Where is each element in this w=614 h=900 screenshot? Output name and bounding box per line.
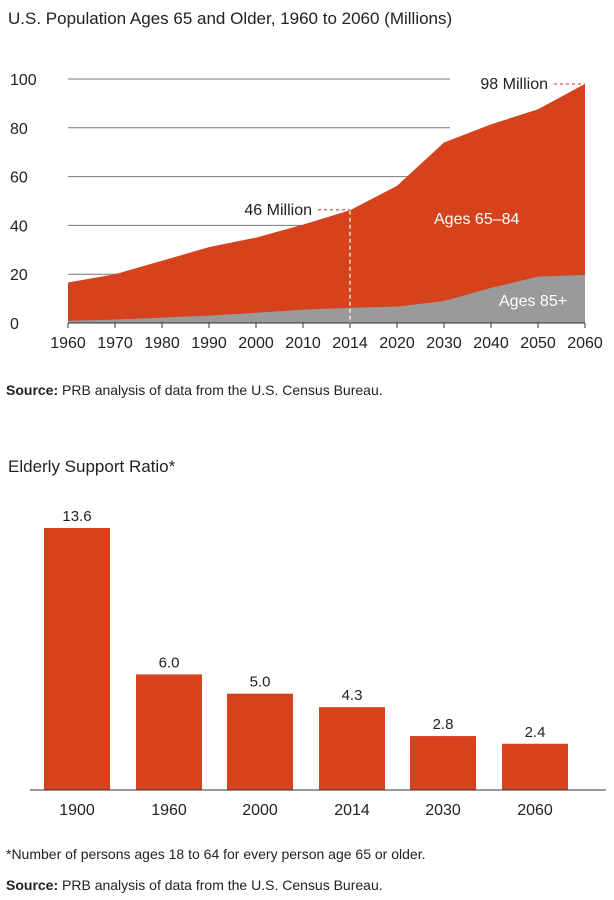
bar-value-label: 6.0 — [159, 654, 180, 671]
x-tick-label: 2040 — [473, 335, 509, 352]
x-tick-label: 1970 — [97, 335, 133, 352]
bar-1960 — [136, 674, 202, 790]
chart1-source: Source: PRB analysis of data from the U.… — [6, 382, 383, 398]
bar-1900 — [44, 528, 110, 790]
bar-value-label: 13.6 — [62, 508, 91, 525]
x-tick-label: 1980 — [144, 335, 180, 352]
chart1-title: U.S. Population Ages 65 and Older, 1960 … — [8, 9, 453, 28]
y-tick-label: 100 — [10, 72, 37, 89]
source-text: PRB analysis of data from the U.S. Censu… — [58, 382, 383, 398]
x-tick-label: 2060 — [517, 802, 553, 819]
y-tick-label: 60 — [10, 170, 28, 187]
source-prefix: Source: — [6, 877, 59, 893]
x-tick-label: 2000 — [238, 335, 274, 352]
bar-2060 — [502, 743, 568, 790]
series-label-ages-85-plus: Ages 85+ — [499, 293, 567, 310]
x-tick-label: 2014 — [332, 335, 368, 352]
x-tick-label: 2030 — [425, 802, 461, 819]
annotation-98-million: 98 Million — [480, 76, 548, 93]
y-tick-label: 40 — [10, 218, 28, 235]
x-tick-label: 2030 — [426, 335, 462, 352]
x-tick-label: 1990 — [191, 335, 227, 352]
bar-2014 — [319, 707, 385, 790]
x-tick-label: 1960 — [50, 335, 86, 352]
bar-2000 — [227, 693, 293, 790]
x-tick-label: 2010 — [285, 335, 321, 352]
bar-value-label: 4.3 — [342, 687, 363, 704]
y-tick-label: 0 — [10, 316, 19, 333]
annotation-46-million: 46 Million — [244, 202, 312, 219]
bar-value-label: 5.0 — [250, 674, 271, 691]
x-tick-label: 1960 — [151, 802, 187, 819]
y-tick-label: 80 — [10, 121, 28, 138]
x-tick-label: 2050 — [520, 335, 556, 352]
source-text: PRB analysis of data from the U.S. Censu… — [58, 877, 383, 893]
support-ratio-bar-chart: 13.6 6.0 5.0 4.3 2.8 2.4 1900 1960 2000 2014 2030… — [30, 508, 606, 819]
x-tick-label: 2020 — [379, 335, 415, 352]
x-tick-label: 2000 — [242, 802, 278, 819]
chart2-source: Source: PRB analysis of data from the U.… — [6, 877, 383, 893]
bar-2030 — [410, 736, 476, 790]
x-tick-label: 2060 — [567, 335, 603, 352]
bar-value-label: 2.8 — [433, 716, 454, 733]
chart2-footnote: *Number of persons ages 18 to 64 for eve… — [6, 846, 426, 862]
area-ages-85-plus — [68, 274, 585, 323]
y-tick-label: 20 — [10, 267, 28, 284]
bar-value-label: 2.4 — [525, 724, 546, 741]
area-ages-65-84 — [68, 83, 585, 323]
x-tick-label: 2014 — [334, 802, 370, 819]
chart2-title: Elderly Support Ratio* — [8, 457, 176, 476]
x-tick-label: 1900 — [59, 802, 95, 819]
source-prefix: Source: — [6, 382, 59, 398]
series-label-ages-65-84: Ages 65–84 — [434, 211, 520, 228]
